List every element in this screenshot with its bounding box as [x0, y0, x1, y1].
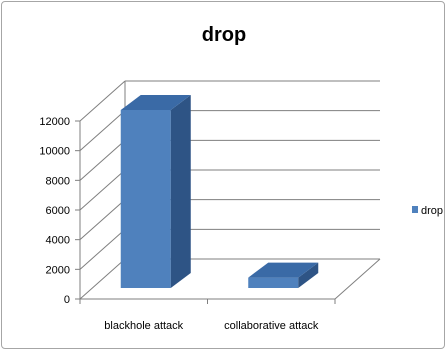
side-wall-gridline: [79, 169, 126, 211]
side-wall-gridline: [79, 258, 126, 300]
y-tick-label: 2000: [46, 264, 70, 276]
side-wall-gridline: [79, 199, 126, 241]
side-wall-gridline: [79, 139, 126, 181]
y-tick-label: 0: [64, 294, 70, 306]
side-wall-gridline: [79, 228, 126, 270]
side-wall-gridline: [79, 110, 126, 152]
y-tick-label: 12000: [39, 116, 70, 128]
bar-front-face: [248, 277, 299, 288]
x-category-label: collaborative attack: [224, 320, 319, 332]
side-wall-gridline: [79, 80, 126, 122]
bar-side-face: [298, 262, 319, 288]
y-tick-label: 10000: [39, 146, 70, 158]
bar-side-face: [170, 95, 191, 288]
y-tick-label: 6000: [46, 205, 70, 217]
bar-1: [120, 95, 191, 288]
bar-2: [248, 262, 319, 288]
chart-frame: [1, 1, 445, 349]
legend-swatch: [412, 206, 418, 213]
floor-right-edge: [334, 258, 381, 300]
bar-front-face: [120, 110, 171, 288]
bar-top-face: [120, 95, 191, 110]
y-tick-label: 8000: [46, 175, 70, 187]
x-category-label: blackhole attack: [104, 320, 183, 332]
chart-title: drop: [201, 24, 247, 46]
legend-label: drop: [421, 205, 443, 217]
bar-top-face: [248, 262, 319, 278]
y-tick-label: 4000: [46, 235, 70, 247]
